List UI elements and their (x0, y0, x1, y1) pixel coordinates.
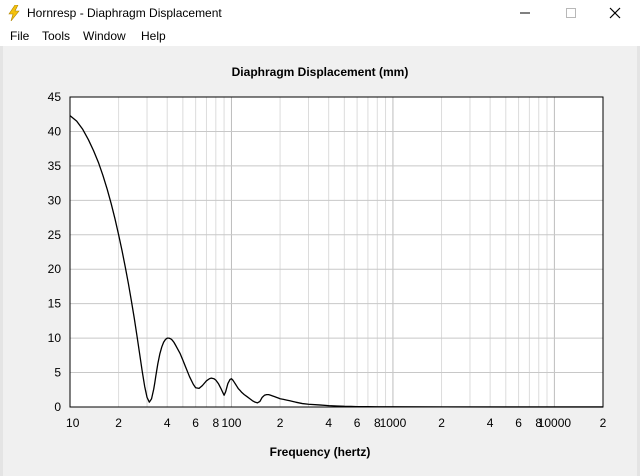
x-tick-label: 8 (374, 416, 381, 430)
x-axis-label: Frequency (hertz) (270, 445, 371, 459)
x-tick-label: 10000 (538, 416, 572, 430)
x-tick-label: 8 (535, 416, 542, 430)
y-tick-label: 15 (48, 297, 62, 311)
menu-window[interactable]: Window (83, 29, 126, 43)
plot-background (70, 97, 603, 407)
minimize-icon (520, 12, 530, 14)
chart-title: Diaphragm Displacement (mm) (232, 65, 409, 79)
x-tick-label: 4 (164, 416, 171, 430)
y-tick-label: 0 (54, 400, 61, 414)
left-border (0, 46, 3, 476)
y-tick-label: 5 (54, 366, 61, 380)
maximize-button[interactable] (548, 0, 594, 26)
x-tick-label: 6 (192, 416, 199, 430)
x-tick-label: 1000 (380, 416, 407, 430)
x-tick-label: 10 (66, 416, 80, 430)
x-tick-label: 4 (487, 416, 494, 430)
y-tick-label: 25 (48, 228, 62, 242)
plot-frame (69, 96, 604, 408)
grid (69, 96, 604, 408)
title-bar[interactable]: Hornresp - Diaphragm Displacement (0, 0, 640, 26)
y-tick-label: 20 (48, 262, 62, 276)
menu-bar: File Tools Window Help (0, 26, 640, 46)
series-layer (69, 115, 603, 408)
minimize-button[interactable] (502, 0, 548, 26)
y-tick-label: 35 (48, 159, 62, 173)
x-tick-label: 2 (438, 416, 445, 430)
x-tick-label: 8 (212, 416, 219, 430)
close-icon (609, 7, 621, 19)
x-tick-label: 6 (515, 416, 522, 430)
x-tick-label: 6 (354, 416, 361, 430)
x-tick-label: 4 (325, 416, 332, 430)
displacement-series-line (69, 115, 603, 408)
maximize-icon (566, 8, 576, 18)
menu-tools[interactable]: Tools (42, 29, 71, 43)
x-tick-label: 2 (277, 416, 284, 430)
x-tick-label: 100 (221, 416, 241, 430)
y-tick-label: 45 (48, 90, 62, 104)
right-border (637, 46, 640, 476)
y-tick-label: 40 (48, 124, 62, 138)
y-tick-label: 10 (48, 331, 62, 345)
window-title: Hornresp - Diaphragm Displacement (27, 6, 222, 20)
x-tick-label: 2 (600, 416, 607, 430)
close-button[interactable] (592, 0, 638, 26)
menu-file[interactable]: File (10, 29, 30, 43)
x-tick-label: 2 (115, 416, 122, 430)
menu-help[interactable]: Help (141, 29, 166, 43)
y-tick-label: 30 (48, 193, 62, 207)
lightning-bolt-icon (8, 5, 20, 21)
